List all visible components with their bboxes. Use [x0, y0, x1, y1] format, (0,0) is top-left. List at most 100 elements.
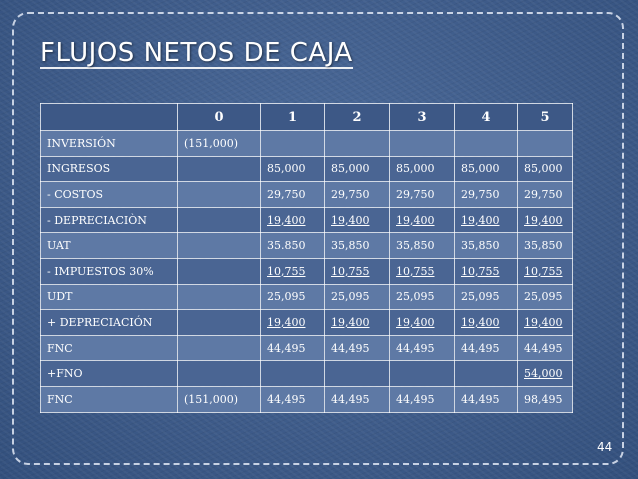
- row-label: FNC: [40, 334, 178, 362]
- row-label: UAT: [40, 232, 178, 259]
- cell-year-2: 35,850: [324, 232, 390, 259]
- cell-year-1: 44,495: [260, 334, 325, 362]
- cell-year-4: 25,095: [454, 283, 518, 311]
- cell-year-1: 35.850: [260, 232, 325, 259]
- cell-year-4: 35,850: [454, 232, 518, 259]
- cell-year-5: 98,495: [517, 385, 573, 413]
- cell-year-5: 85,000: [517, 155, 573, 183]
- cell-year-2: 29,750: [324, 181, 390, 208]
- cash-flow-table: 0 1 2 3 4 5 INVERSIÓN (151,000) INGRESOS: [40, 103, 573, 413]
- cell-year-2: 25,095: [324, 283, 390, 311]
- cell-year-4: 19,400: [454, 309, 518, 336]
- row-label: + DEPRECIACIÓN: [40, 309, 178, 336]
- table-row: INGRESOS 85,000 85,000 85,000 85,000 85,…: [40, 155, 573, 183]
- cell-year-2: 19,400: [324, 309, 390, 336]
- table-row: UDT 25,095 25,095 25,095 25,095 25,095: [40, 283, 573, 311]
- cell-year-1: [260, 360, 325, 387]
- table-row: + DEPRECIACIÓN 19,400 19,400 19,400 19,4…: [40, 309, 573, 336]
- cell-year-3: 10,755: [389, 257, 455, 285]
- cell-year-5: 10,755: [517, 257, 573, 285]
- cell-year-2: 85,000: [324, 155, 390, 183]
- cell-year-1: 10,755: [260, 257, 325, 285]
- cell-year-0: [177, 257, 261, 285]
- cell-year-2: 10,755: [324, 257, 390, 285]
- cell-year-5: 54,000: [517, 360, 573, 387]
- table-row: UAT 35.850 35,850 35,850 35,850 35,850: [40, 232, 573, 259]
- cell-year-3: 29,750: [389, 181, 455, 208]
- table-row: - IMPUESTOS 30% 10,755 10,755 10,755 10,…: [40, 257, 573, 285]
- header-label-cell: [40, 103, 178, 131]
- row-label: UDT: [40, 283, 178, 311]
- table-row: - COSTOS 29,750 29,750 29,750 29,750 29,…: [40, 181, 573, 208]
- row-label: INVERSIÓN: [40, 130, 178, 157]
- cell-year-1: 29,750: [260, 181, 325, 208]
- cell-year-5: 35,850: [517, 232, 573, 259]
- header-year-4: 4: [454, 103, 518, 131]
- cell-year-4: [454, 360, 518, 387]
- cell-year-4: 10,755: [454, 257, 518, 285]
- cell-year-0: [177, 334, 261, 362]
- table-header-row: 0 1 2 3 4 5: [40, 103, 573, 131]
- cell-year-0: [177, 155, 261, 183]
- row-label: FNC: [40, 385, 178, 413]
- row-label: - DEPRECIACIÒN: [40, 206, 178, 234]
- cell-year-0: [177, 309, 261, 336]
- cell-year-1: 25,095: [260, 283, 325, 311]
- cell-year-1: 19,400: [260, 309, 325, 336]
- header-year-1: 1: [260, 103, 325, 131]
- row-label: - IMPUESTOS 30%: [40, 257, 178, 285]
- cell-year-0: [177, 206, 261, 234]
- header-year-0: 0: [177, 103, 261, 131]
- slide-frame: [12, 12, 624, 465]
- cell-year-5: [517, 130, 573, 157]
- cell-year-4: [454, 130, 518, 157]
- slide-title: FLUJOS NETOS DE CAJA: [40, 38, 353, 69]
- cell-year-1: [260, 130, 325, 157]
- cell-year-4: 44,495: [454, 334, 518, 362]
- cell-year-5: 25,095: [517, 283, 573, 311]
- table-row: - DEPRECIACIÒN 19,400 19,400 19,400 19,4…: [40, 206, 573, 234]
- cell-year-1: 85,000: [260, 155, 325, 183]
- cell-year-2: 19,400: [324, 206, 390, 234]
- cell-year-3: 19,400: [389, 206, 455, 234]
- cell-year-2: [324, 360, 390, 387]
- slide-number: 44: [597, 440, 613, 454]
- cell-year-4: 19,400: [454, 206, 518, 234]
- cell-year-3: 44,495: [389, 385, 455, 413]
- cell-year-0: (151,000): [177, 130, 261, 157]
- row-label: +FNO: [40, 360, 178, 387]
- cell-year-2: [324, 130, 390, 157]
- cell-year-3: 85,000: [389, 155, 455, 183]
- row-label: - COSTOS: [40, 181, 178, 208]
- cell-year-0: [177, 232, 261, 259]
- cell-year-3: 25,095: [389, 283, 455, 311]
- cell-year-0: [177, 360, 261, 387]
- cell-year-5: 19,400: [517, 309, 573, 336]
- cell-year-3: [389, 130, 455, 157]
- cell-year-4: 44,495: [454, 385, 518, 413]
- cell-year-1: 44,495: [260, 385, 325, 413]
- cell-year-4: 85,000: [454, 155, 518, 183]
- header-year-2: 2: [324, 103, 390, 131]
- cell-year-1: 19,400: [260, 206, 325, 234]
- cell-year-5: 19,400: [517, 206, 573, 234]
- cell-year-3: 35,850: [389, 232, 455, 259]
- cell-year-0: (151,000): [177, 385, 261, 413]
- cell-year-0: [177, 181, 261, 208]
- cell-year-3: [389, 360, 455, 387]
- cell-year-5: 44,495: [517, 334, 573, 362]
- table-row: FNC (151,000) 44,495 44,495 44,495 44,49…: [40, 385, 573, 413]
- cell-year-3: 44,495: [389, 334, 455, 362]
- cell-year-3: 19,400: [389, 309, 455, 336]
- cell-year-2: 44,495: [324, 334, 390, 362]
- cell-year-4: 29,750: [454, 181, 518, 208]
- row-label: INGRESOS: [40, 155, 178, 183]
- cell-year-5: 29,750: [517, 181, 573, 208]
- cell-year-2: 44,495: [324, 385, 390, 413]
- header-year-5: 5: [517, 103, 573, 131]
- table-row: +FNO 54,000: [40, 360, 573, 387]
- header-year-3: 3: [389, 103, 455, 131]
- table-row: FNC 44,495 44,495 44,495 44,495 44,495: [40, 334, 573, 362]
- cell-year-0: [177, 283, 261, 311]
